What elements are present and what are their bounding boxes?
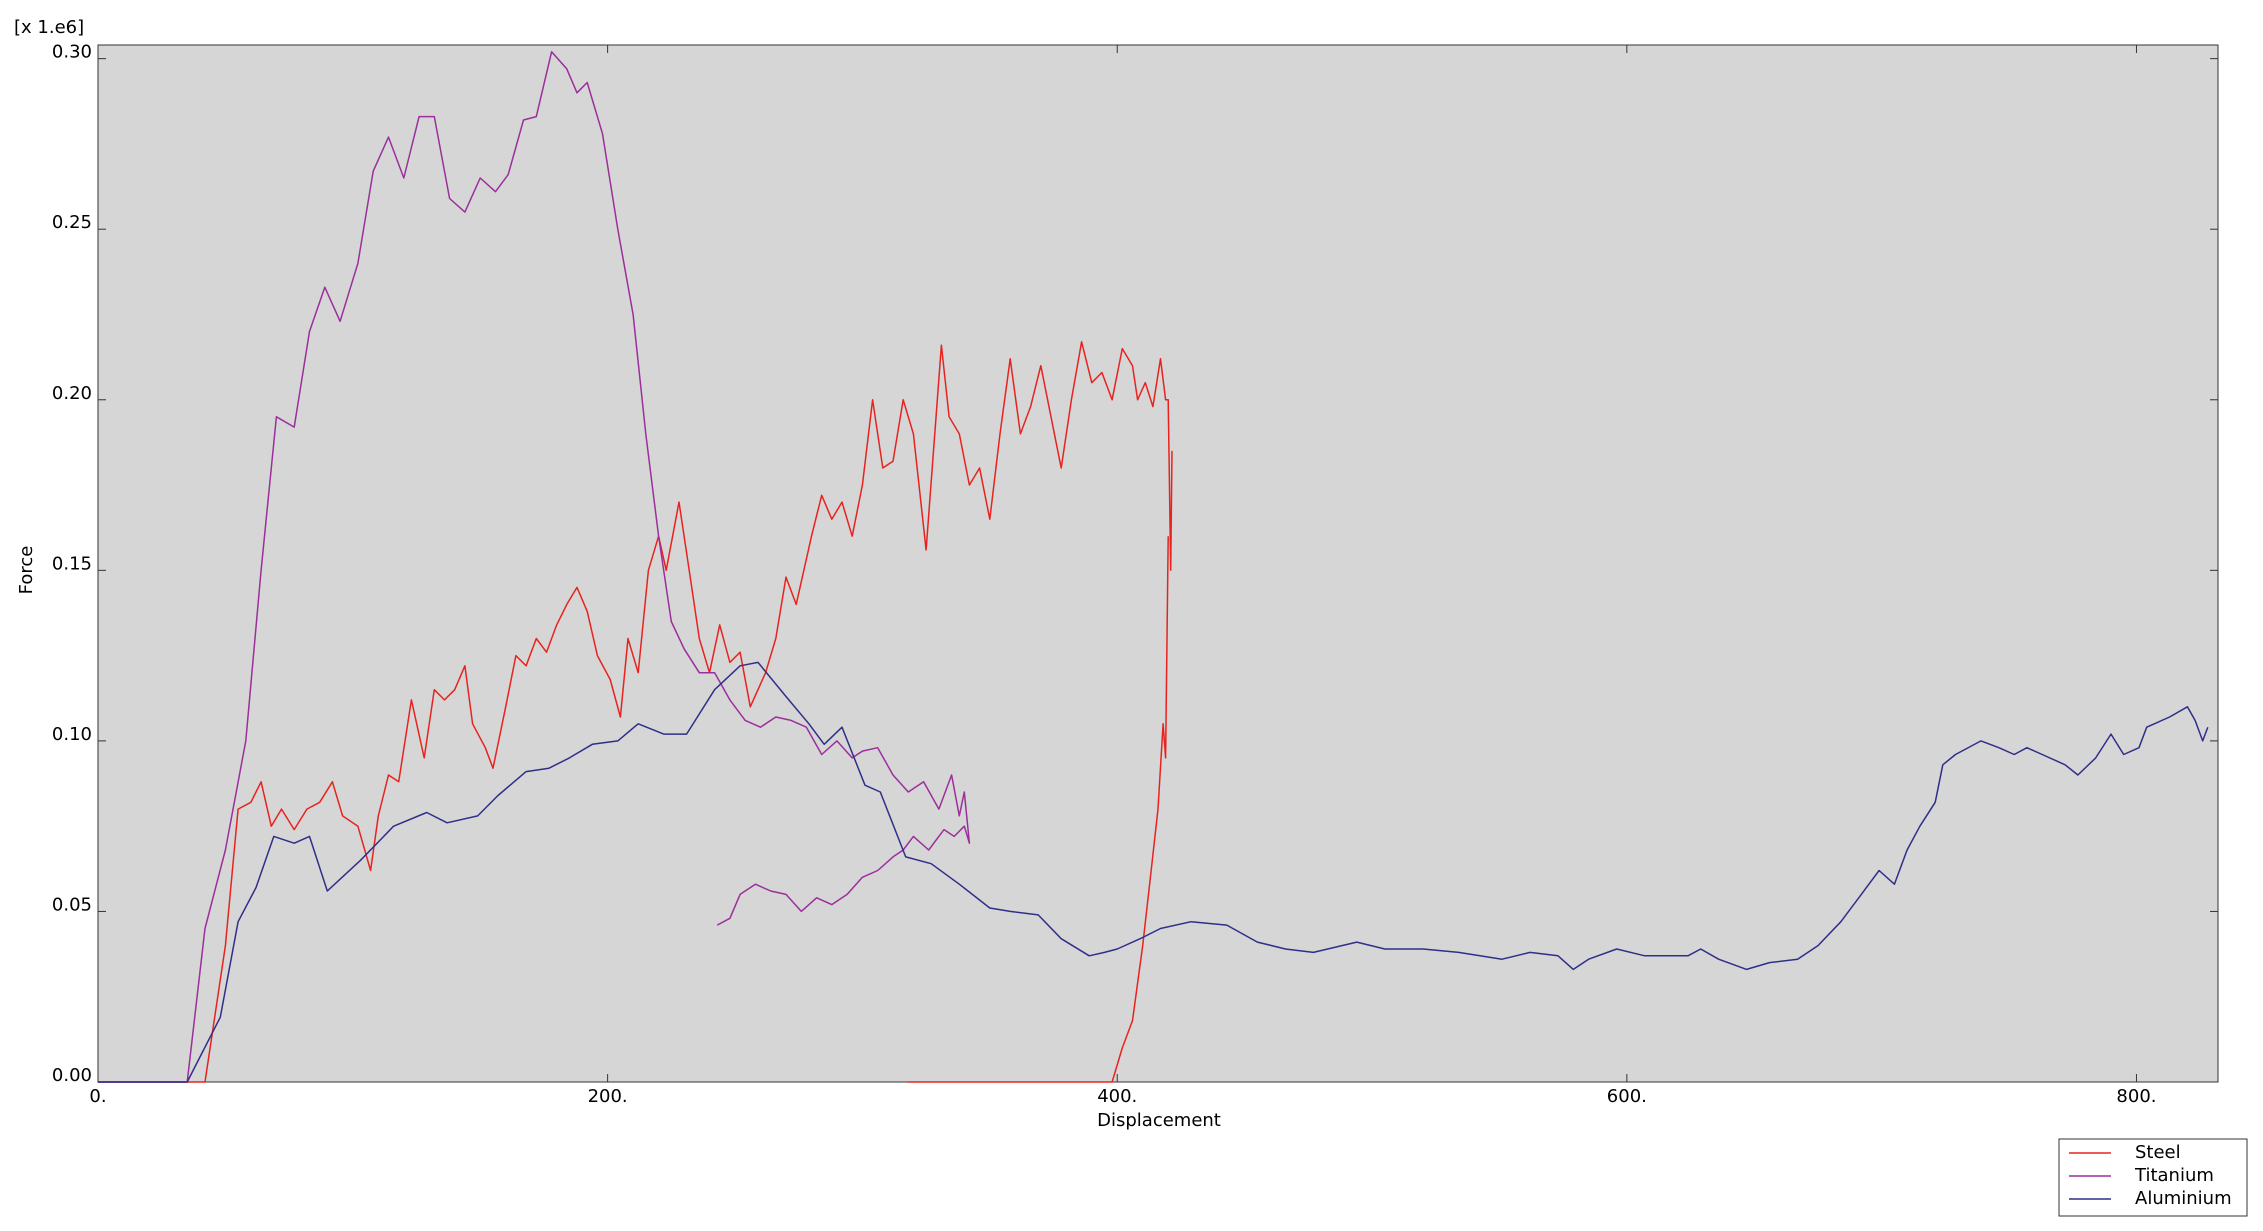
y-multiplier: [x 1.e6]: [14, 17, 84, 38]
x-tick-label: 0.: [89, 1086, 106, 1107]
legend-label: Aluminium: [2135, 1188, 2232, 1209]
legend-label: Titanium: [2134, 1165, 2214, 1186]
y-tick-label: 0.00: [52, 1065, 92, 1086]
series-line: [98, 51, 971, 1083]
y-axis-label: Force: [16, 546, 37, 595]
y-tick-label: 0.30: [52, 42, 92, 63]
y-tick-label: 0.15: [52, 553, 92, 574]
legend-label: Steel: [2135, 1142, 2181, 1163]
y-tick-label: 0.10: [52, 724, 92, 745]
plot-area: [97, 44, 2219, 1083]
x-axis-label: Displacement: [1097, 1110, 1221, 1131]
x-tick-label: 800.: [2116, 1086, 2156, 1107]
x-tick-label: 600.: [1607, 1086, 1647, 1107]
x-tick-label: 400.: [1097, 1086, 1137, 1107]
legend-box: [2058, 1138, 2248, 1217]
series-line: [98, 661, 2209, 1083]
y-tick-label: 0.05: [52, 894, 92, 915]
y-tick-label: 0.20: [52, 383, 92, 404]
series-line: [98, 341, 1173, 1083]
y-tick-label: 0.25: [52, 212, 92, 233]
x-tick-label: 200.: [588, 1086, 628, 1107]
